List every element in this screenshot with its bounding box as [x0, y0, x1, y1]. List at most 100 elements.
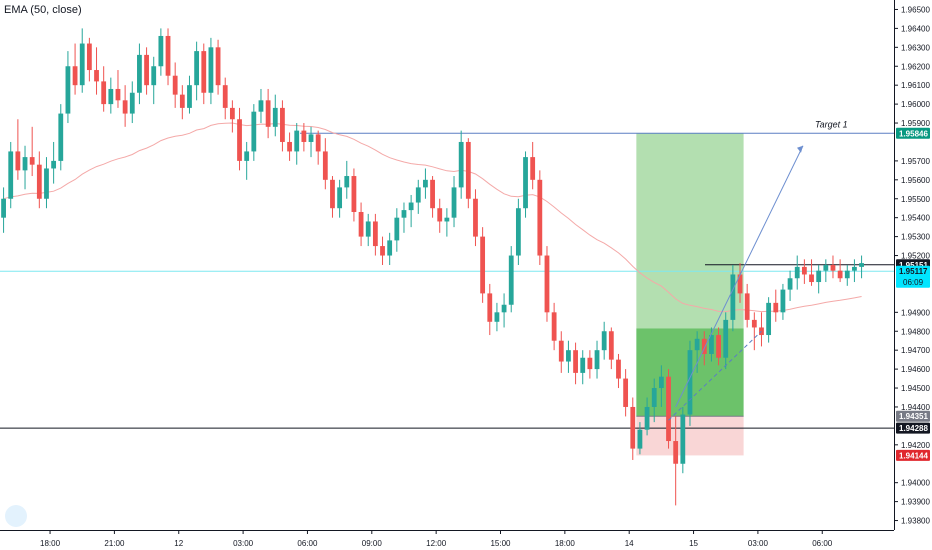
candle-body[interactable]	[301, 130, 307, 142]
candle-body[interactable]	[566, 350, 571, 362]
candle-body[interactable]	[801, 266, 807, 275]
candle-body[interactable]	[344, 176, 350, 188]
candle-body[interactable]	[437, 208, 443, 222]
candle-body[interactable]	[44, 168, 49, 199]
candle-body[interactable]	[616, 359, 621, 379]
candle-body[interactable]	[15, 151, 21, 171]
candle-body[interactable]	[658, 376, 664, 389]
price-label-box[interactable]	[896, 422, 930, 434]
candle-body[interactable]	[773, 302, 779, 313]
candle-body[interactable]	[122, 100, 128, 114]
candle-body[interactable]	[601, 331, 607, 351]
candle-body[interactable]	[523, 157, 528, 209]
candle-body[interactable]	[108, 88, 114, 105]
candle-body[interactable]	[208, 47, 214, 93]
candle-body[interactable]	[816, 270, 822, 283]
candle-body[interactable]	[258, 100, 264, 112]
candle-body[interactable]	[780, 289, 786, 313]
candle-body[interactable]	[530, 157, 536, 180]
candle-body[interactable]	[537, 179, 543, 256]
candle-body[interactable]	[701, 338, 707, 354]
candle-body[interactable]	[101, 81, 107, 105]
candle-body[interactable]	[487, 293, 493, 322]
price-label-box[interactable]	[896, 410, 930, 422]
candle-body[interactable]	[687, 350, 693, 415]
candle-body[interactable]	[358, 212, 364, 237]
candle-body[interactable]	[251, 111, 257, 152]
candle-body[interactable]	[229, 107, 235, 120]
candle-body[interactable]	[194, 51, 200, 86]
candle-body[interactable]	[294, 130, 300, 152]
candle-body[interactable]	[365, 221, 371, 237]
price-label-box[interactable]	[896, 265, 930, 288]
candle-body[interactable]	[444, 217, 450, 222]
candle-body[interactable]	[501, 304, 507, 313]
candle-body[interactable]	[86, 43, 92, 71]
candle-body[interactable]	[480, 236, 486, 294]
price-label-box[interactable]	[896, 127, 930, 139]
candle-body[interactable]	[280, 107, 285, 142]
candle-body[interactable]	[408, 202, 414, 211]
candle-body[interactable]	[823, 265, 829, 271]
candle-body[interactable]	[351, 176, 357, 212]
candle-body[interactable]	[158, 35, 164, 67]
candle-body[interactable]	[8, 151, 14, 199]
candle-body[interactable]	[172, 75, 178, 95]
candle-body[interactable]	[337, 187, 343, 209]
candle-body[interactable]	[644, 406, 650, 430]
candle-body[interactable]	[723, 319, 729, 358]
candle-body[interactable]	[651, 388, 657, 407]
candle-body[interactable]	[129, 92, 135, 114]
candle-body[interactable]	[623, 378, 629, 407]
candle-body[interactable]	[79, 43, 85, 86]
candle-body[interactable]	[573, 350, 578, 373]
candle-body[interactable]	[244, 151, 250, 161]
candle-body[interactable]	[730, 274, 736, 320]
candle-body[interactable]	[787, 278, 793, 290]
candle-body[interactable]	[401, 210, 407, 218]
candle-body[interactable]	[465, 141, 471, 199]
candle-body[interactable]	[558, 340, 564, 362]
candle-body[interactable]	[94, 70, 99, 82]
candle-body[interactable]	[508, 255, 514, 305]
candle-body[interactable]	[201, 51, 207, 93]
candle-body[interactable]	[515, 208, 521, 256]
candle-body[interactable]	[29, 157, 35, 165]
candle-body[interactable]	[308, 134, 314, 142]
candle-body[interactable]	[809, 274, 814, 283]
candle-body[interactable]	[315, 134, 321, 152]
candle-body[interactable]	[494, 312, 500, 322]
candle-body[interactable]	[65, 66, 71, 114]
candle-body[interactable]	[51, 160, 57, 169]
candle-body[interactable]	[587, 357, 593, 370]
candle-body[interactable]	[594, 350, 600, 370]
candle-body[interactable]	[151, 66, 157, 86]
projection-arrow-line[interactable]	[675, 145, 804, 408]
candle-body[interactable]	[187, 85, 192, 108]
candle-body[interactable]	[666, 376, 671, 442]
candle-body[interactable]	[36, 164, 42, 199]
candle-body[interactable]	[473, 198, 478, 237]
candle-body[interactable]	[694, 338, 700, 351]
candle-body[interactable]	[72, 66, 78, 86]
candle-body[interactable]	[709, 335, 714, 354]
candle-body[interactable]	[458, 141, 464, 188]
candle-body[interactable]	[387, 240, 393, 256]
candle-body[interactable]	[22, 157, 28, 171]
candle-body[interactable]	[551, 312, 557, 341]
candle-body[interactable]	[608, 331, 614, 360]
candle-body[interactable]	[859, 263, 864, 267]
candle-body[interactable]	[580, 357, 586, 373]
trend-dashed-line[interactable]	[668, 330, 762, 421]
candle-body[interactable]	[179, 94, 185, 108]
candle-body[interactable]	[287, 141, 292, 152]
profit-zone[interactable]	[636, 133, 744, 329]
candle-body[interactable]	[852, 266, 857, 271]
candle-body[interactable]	[1, 198, 6, 218]
candle-body[interactable]	[137, 54, 142, 93]
candle-body[interactable]	[222, 85, 228, 108]
candle-body[interactable]	[394, 217, 400, 241]
candle-body[interactable]	[423, 179, 428, 188]
candle-body[interactable]	[766, 302, 772, 336]
